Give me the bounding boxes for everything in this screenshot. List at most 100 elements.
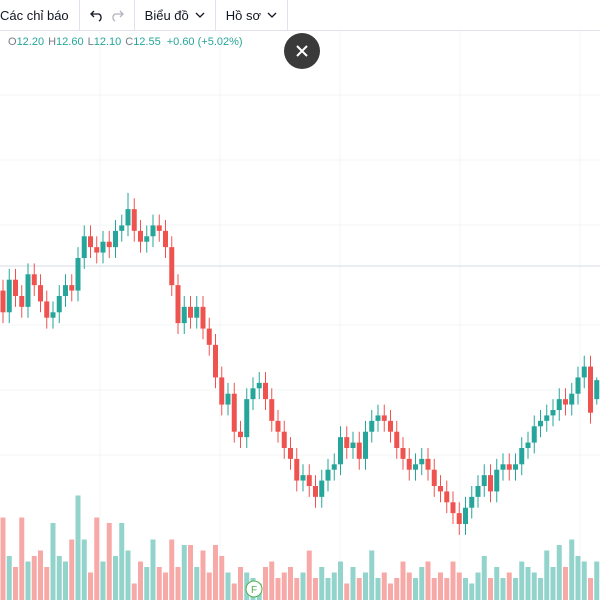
candle-body bbox=[31, 274, 37, 286]
candle-body bbox=[6, 279, 12, 313]
volume-bar bbox=[394, 578, 400, 600]
volume-bar bbox=[44, 567, 50, 600]
candle-body bbox=[425, 458, 431, 470]
candle-body bbox=[244, 399, 250, 438]
candle-body bbox=[250, 388, 256, 400]
event-marker[interactable] bbox=[245, 580, 263, 598]
volume-bar bbox=[281, 572, 287, 600]
candle-body bbox=[125, 209, 131, 226]
candle-body bbox=[419, 458, 425, 465]
candle-body bbox=[294, 458, 300, 481]
candle-body bbox=[225, 393, 231, 405]
volume-bar bbox=[213, 545, 218, 600]
volume-bar bbox=[206, 572, 212, 600]
undo-icon[interactable] bbox=[89, 8, 104, 22]
ohlc-value: 12.10 bbox=[93, 36, 122, 48]
plot bbox=[0, 192, 600, 600]
candle-body bbox=[450, 502, 456, 514]
ohlc-value: 12.20 bbox=[16, 36, 45, 48]
candle-body bbox=[388, 420, 393, 432]
change: +0.60 (+5.02%) bbox=[166, 36, 243, 48]
candle-body bbox=[350, 442, 356, 448]
volume-bar bbox=[25, 561, 31, 600]
indicators-button[interactable]: Các chỉ báo bbox=[0, 0, 80, 30]
candle-body bbox=[200, 306, 206, 329]
volume-bar bbox=[138, 561, 143, 600]
candle-body bbox=[556, 399, 562, 410]
volume-bar bbox=[100, 561, 106, 600]
candle-body bbox=[219, 377, 225, 405]
volume-bar bbox=[88, 572, 93, 600]
close-button[interactable] bbox=[284, 33, 320, 69]
volume-bar bbox=[400, 561, 406, 600]
ohlc-value: 12.60 bbox=[56, 36, 84, 48]
candle-body bbox=[163, 230, 168, 248]
volume-bar bbox=[344, 583, 350, 600]
volume-bar bbox=[31, 556, 37, 600]
redo-icon[interactable] bbox=[110, 8, 124, 22]
ohlc-key: O bbox=[8, 36, 17, 48]
candle-body bbox=[69, 285, 75, 291]
candle-body bbox=[56, 296, 62, 313]
volume-bar bbox=[369, 550, 375, 600]
candle-body bbox=[550, 410, 556, 416]
volume-bar bbox=[150, 539, 156, 600]
candle-body bbox=[231, 393, 237, 432]
candle-body bbox=[338, 437, 343, 465]
volume-bar bbox=[106, 523, 112, 600]
volume-bar bbox=[563, 567, 568, 600]
volume-bar bbox=[175, 567, 181, 600]
profile-menu[interactable]: Hồ sơ bbox=[216, 0, 289, 30]
chart-menu[interactable]: Biểu đồ bbox=[135, 0, 216, 30]
candle-body bbox=[456, 513, 462, 524]
volume-bar bbox=[269, 561, 275, 600]
volume-bar bbox=[156, 567, 162, 600]
ohlc-value: 12.55 bbox=[133, 36, 161, 48]
volume-bar bbox=[456, 572, 462, 600]
candle-body bbox=[313, 486, 318, 497]
volume-bar bbox=[188, 545, 193, 600]
candle-body bbox=[263, 382, 268, 400]
candle-body bbox=[88, 236, 93, 248]
candle-body bbox=[138, 230, 143, 242]
candle-body bbox=[194, 306, 200, 318]
volume-bar bbox=[544, 550, 550, 600]
volume-bar bbox=[231, 583, 237, 600]
volume-bar bbox=[331, 572, 337, 600]
candle-body bbox=[13, 279, 18, 296]
candle-body bbox=[175, 285, 181, 324]
candle-body bbox=[400, 448, 406, 459]
volume-bar bbox=[144, 567, 150, 600]
candle-body bbox=[169, 247, 175, 286]
candle-body bbox=[206, 328, 212, 345]
volume-bar bbox=[94, 517, 100, 600]
candle-body bbox=[156, 225, 162, 231]
candle-body bbox=[94, 247, 100, 253]
volume-bar bbox=[325, 578, 331, 600]
volume-bar bbox=[500, 578, 506, 600]
candle-body bbox=[100, 241, 106, 253]
candle-body bbox=[525, 442, 531, 448]
volume-bar bbox=[550, 567, 556, 600]
volume-bar bbox=[375, 578, 381, 600]
volume-bar bbox=[38, 550, 43, 600]
ohlc-key: H bbox=[48, 36, 57, 48]
candle-body bbox=[213, 344, 218, 378]
ohlc-key: L bbox=[87, 36, 94, 48]
volume-bar bbox=[481, 556, 487, 600]
candle-body bbox=[356, 442, 362, 459]
candle-body bbox=[431, 469, 437, 486]
volume-bar bbox=[19, 517, 25, 600]
volume-bar bbox=[431, 578, 437, 600]
volume-bar bbox=[263, 567, 268, 600]
candle-body bbox=[413, 464, 418, 470]
candle-body bbox=[363, 431, 368, 459]
volume-bar bbox=[50, 523, 56, 600]
candle-body bbox=[513, 464, 518, 470]
volume-bar bbox=[413, 578, 418, 600]
candle-body bbox=[331, 464, 337, 470]
volume-bar bbox=[275, 578, 281, 600]
grid bbox=[0, 30, 600, 600]
